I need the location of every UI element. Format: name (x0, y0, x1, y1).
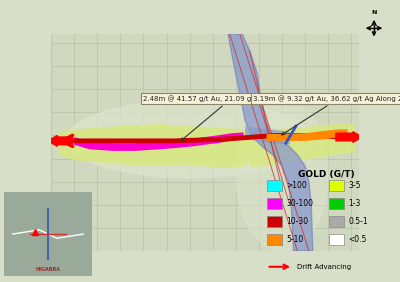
Text: 2.48m @ 41.57 g/t Au, 21.09 g/t Ag Along 42.00m: 2.48m @ 41.57 g/t Au, 21.09 g/t Ag Along… (144, 95, 319, 141)
Text: N: N (371, 10, 377, 15)
Text: Drift Advancing: Drift Advancing (297, 264, 351, 270)
Bar (267, 198, 282, 209)
PathPatch shape (228, 34, 313, 251)
PathPatch shape (59, 124, 251, 168)
Bar (267, 180, 282, 191)
Text: >100: >100 (286, 181, 307, 190)
Text: 5-10: 5-10 (286, 235, 304, 244)
PathPatch shape (74, 133, 244, 151)
Text: HIGABRA: HIGABRA (36, 267, 60, 272)
Bar (329, 216, 344, 227)
Text: <0.5: <0.5 (348, 235, 367, 244)
Text: 3.19m @ 9.32 g/t Au, 36.62 g/t Ag Along 26.00m: 3.19m @ 9.32 g/t Au, 36.62 g/t Ag Along … (253, 95, 400, 135)
Text: GOLD (G/T): GOLD (G/T) (298, 170, 354, 179)
Bar (267, 234, 282, 245)
Text: 10-30: 10-30 (286, 217, 308, 226)
Text: 1-3: 1-3 (348, 199, 361, 208)
Bar (329, 180, 344, 191)
Ellipse shape (66, 101, 313, 178)
PathPatch shape (251, 124, 355, 168)
Bar (267, 216, 282, 227)
Ellipse shape (236, 97, 328, 251)
PathPatch shape (267, 129, 348, 141)
PathPatch shape (245, 126, 290, 145)
FancyArrow shape (48, 135, 72, 146)
Text: 30-100: 30-100 (286, 199, 314, 208)
Text: 0.5-1: 0.5-1 (348, 217, 368, 226)
Polygon shape (4, 192, 92, 276)
FancyArrow shape (336, 132, 362, 142)
Bar (329, 198, 344, 209)
Bar (329, 234, 344, 245)
Text: 3-5: 3-5 (348, 181, 361, 190)
